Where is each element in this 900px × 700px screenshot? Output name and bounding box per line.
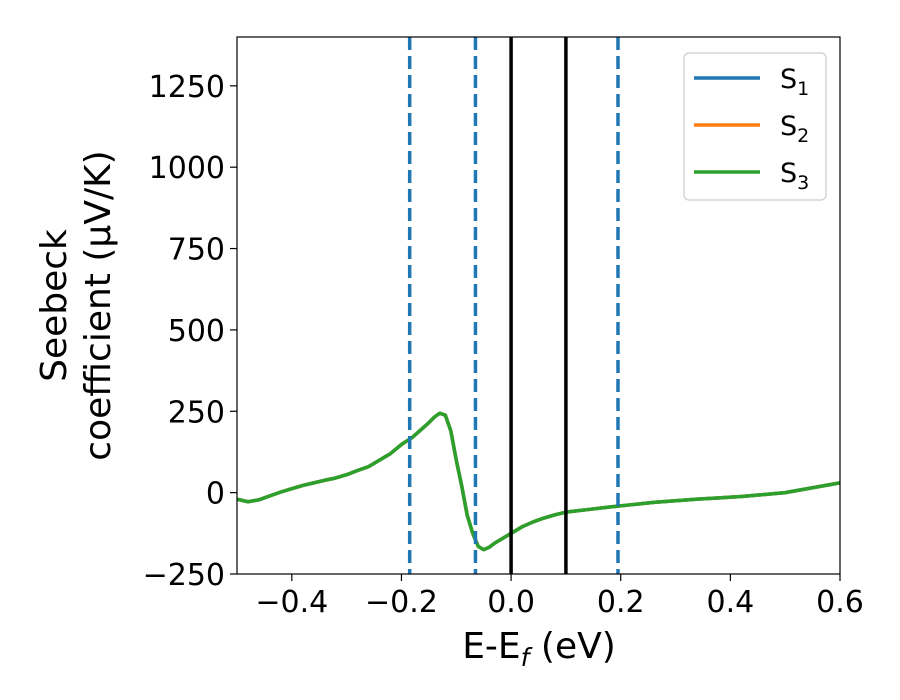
axes: −0.4 −0.2 0.0 0.2 0.4 0.6 −250 0 250 500 750 1000 12… <box>143 36 864 620</box>
y-tick-label: 1250 <box>149 70 225 105</box>
legend: S1 S2 S3 <box>683 52 827 201</box>
y-tick-label: 0 <box>206 477 225 512</box>
y-tick-label: 500 <box>168 314 225 349</box>
x-tick-label: 0.0 <box>487 585 535 620</box>
x-axis-label: E-Ef (eV) <box>462 626 616 672</box>
y-tick-label: −250 <box>143 558 225 593</box>
y-tick-label: 750 <box>168 233 225 268</box>
y-tick-label: 250 <box>168 395 225 430</box>
x-tick-label: 0.2 <box>597 585 645 620</box>
legend-label-3: S3 <box>780 158 809 194</box>
x-tick-label: 0.4 <box>707 585 755 620</box>
x-tick-label: −0.2 <box>365 585 438 620</box>
series-line-3 <box>237 411 840 552</box>
y-tick-label: 1000 <box>149 151 225 186</box>
x-tick-label: 0.6 <box>816 585 864 620</box>
legend-label-2: S2 <box>780 111 809 147</box>
data-layer <box>237 37 840 574</box>
plot-area <box>237 37 840 574</box>
x-tick-label: −0.4 <box>255 585 328 620</box>
legend-label-1: S1 <box>780 64 809 100</box>
y-axis-label: Seebeckcoefficient (μV/K) <box>34 150 119 460</box>
axes-frame <box>236 36 841 575</box>
